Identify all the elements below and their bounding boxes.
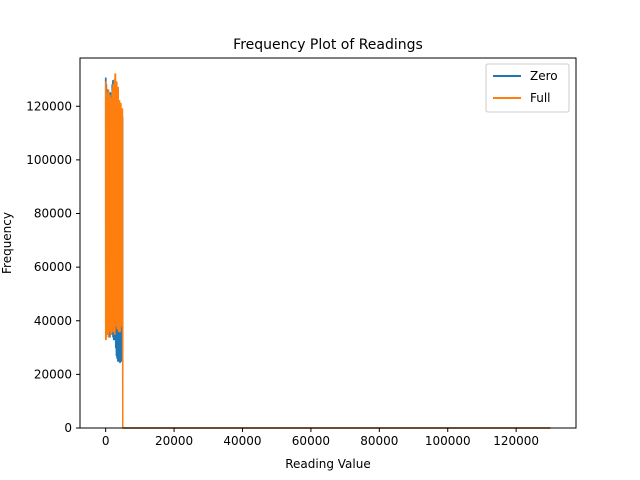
y-tick-label: 20000 [34, 367, 72, 381]
x-tick-label: 80000 [360, 434, 398, 448]
chart-title: Frequency Plot of Readings [233, 37, 423, 53]
x-tick-label: 120000 [493, 434, 539, 448]
plot-frame [79, 57, 577, 429]
x-tick-label: 100000 [425, 434, 471, 448]
legend-label-full: Full [530, 91, 551, 105]
x-tick-label: 60000 [292, 434, 330, 448]
y-axis-label: Frequency [0, 212, 14, 274]
y-tick-label: 100000 [26, 153, 72, 167]
y-tick-label: 60000 [34, 260, 72, 274]
series-line-full [104, 73, 551, 429]
series-line-zero [104, 77, 551, 429]
legend-label-zero: Zero [530, 69, 558, 83]
y-axis-ticks: 0 20000 40000 60000 80000 100000 120000 [26, 99, 80, 435]
legend: Zero Full [485, 63, 570, 113]
y-tick-label: 120000 [26, 99, 72, 113]
x-tick-label: 0 [102, 434, 110, 448]
y-tick-label: 0 [64, 421, 72, 435]
x-axis-ticks: 0 20000 40000 60000 80000 100000 120000 [102, 428, 539, 448]
x-axis-label: Reading Value [285, 457, 370, 471]
x-tick-label: 20000 [155, 434, 193, 448]
x-tick-label: 40000 [223, 434, 261, 448]
plot-lines [104, 73, 551, 429]
y-tick-label: 40000 [34, 314, 72, 328]
y-tick-label: 80000 [34, 207, 72, 221]
